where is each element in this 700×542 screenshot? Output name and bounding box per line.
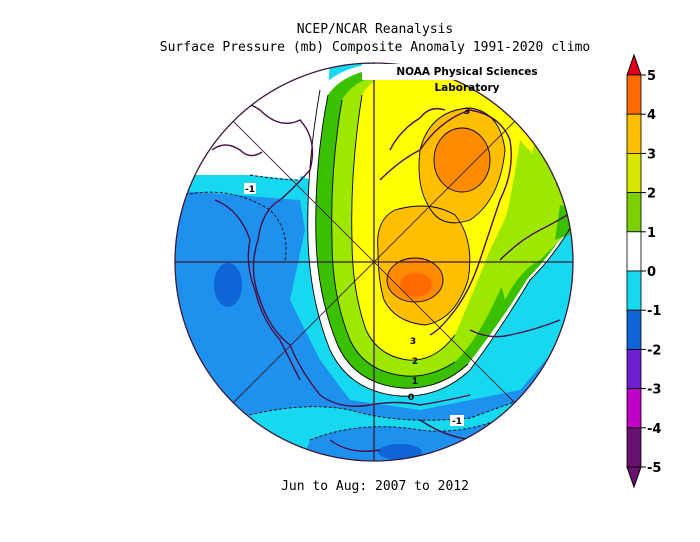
colorbar-tick-label: 4 [647, 108, 656, 123]
colorbar-tick-label: 2 [647, 187, 656, 202]
contour-label-minus1-south: -1 [452, 417, 462, 427]
contour-label-1: 1 [412, 377, 418, 387]
colorbar-tick-label: 5 [647, 69, 656, 84]
graticule [174, 62, 574, 462]
title-line-1: NCEP/NCAR Reanalysis [296, 22, 454, 37]
contour-label-2: 2 [412, 357, 418, 367]
colorbar-cell [626, 113, 642, 154]
contour-lines [184, 89, 573, 441]
colorbar-cell [626, 388, 642, 429]
colorbar-cell [626, 427, 642, 468]
colorbar-tick-label: -3 [647, 383, 661, 398]
contour-label-0: 0 [408, 393, 414, 403]
contour-label-minus1-west: -1 [245, 185, 255, 195]
colorbar-cell [626, 152, 642, 193]
anomaly-max-north [434, 128, 490, 192]
colorbar-tick-label: 1 [647, 226, 656, 241]
colorbar-cell [626, 231, 642, 272]
lab-label: NOAA Physical Sciences Laboratory [362, 64, 572, 94]
coastlines [199, 99, 573, 452]
colorbar-tick-label: 0 [647, 265, 656, 280]
colorbar-cell [626, 348, 642, 389]
colorbar-tick-label: -4 [647, 422, 661, 437]
footer-date-range: Jun to Aug: 2007 to 2012 [281, 479, 469, 494]
contour-label-3: 3 [410, 337, 416, 347]
colorbar-tick-label: -5 [647, 461, 661, 476]
colorbar-tick-label: -2 [647, 343, 661, 358]
colorbar-cell [626, 270, 642, 311]
colorbar-cell [626, 192, 642, 233]
colorbar-tick-label: -1 [647, 304, 661, 319]
colorbar-top-arrow [626, 53, 642, 76]
contour-label-3-north: 3 [464, 107, 470, 117]
colorbar-bottom-arrow [626, 466, 642, 489]
title-line-2: Surface Pressure (mb) Composite Anomaly … [159, 40, 591, 55]
contour-label-group: -1 -1 0 1 2 3 3 [244, 107, 470, 427]
colorbar-tick-label: 3 [647, 147, 656, 162]
anomaly-spot-minus2 [214, 263, 242, 307]
anomaly-region-minus1-west [175, 190, 573, 461]
colorbar-cell [626, 309, 642, 350]
colorbar-cell [626, 74, 642, 115]
